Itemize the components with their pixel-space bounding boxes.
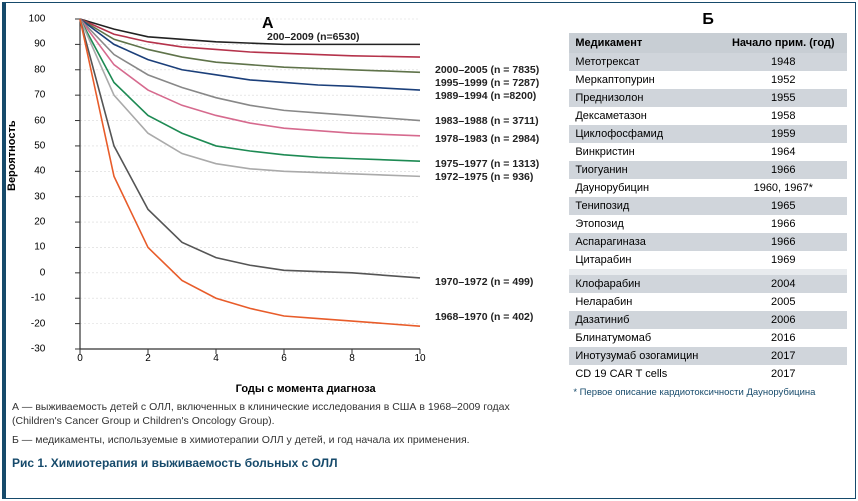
table-row: Винкристин1964 xyxy=(569,143,847,161)
description-a: А — выживаемость детей с ОЛЛ, включенных… xyxy=(12,401,559,428)
series-label: 1989–1994 (n =8200) xyxy=(435,90,536,102)
y-tick: 60 xyxy=(34,115,45,126)
table-row: Метотрексат1948 xyxy=(569,53,847,71)
table-header-drug: Медикамент xyxy=(569,33,719,53)
series-label: 1983–1988 (n = 3711) xyxy=(435,115,539,127)
table-row: Тиогуанин1966 xyxy=(569,161,847,179)
series-label: 1995–1999 (n = 7287) xyxy=(435,77,539,89)
x-tick: 6 xyxy=(281,353,287,364)
x-axis-label: Годы с момента диагноза xyxy=(52,383,559,395)
x-tick: 4 xyxy=(213,353,219,364)
y-tick: 30 xyxy=(34,191,45,202)
y-tick: 50 xyxy=(34,140,45,151)
y-tick: 100 xyxy=(29,14,46,25)
figure-container: А Вероятность -30-20-1001020304050607080… xyxy=(2,2,856,499)
y-tick: 10 xyxy=(34,242,45,253)
y-tick: -20 xyxy=(31,318,45,329)
table-row: Этопозид1966 xyxy=(569,215,847,233)
series-label: 1978–1983 (n = 2984) xyxy=(435,133,539,145)
x-tick: 2 xyxy=(145,353,151,364)
x-tick: 8 xyxy=(349,353,355,364)
panel-b-label: Б xyxy=(569,11,847,29)
x-tick: 10 xyxy=(414,353,425,364)
y-tick: 20 xyxy=(34,217,45,228)
table-row: Цитарабин1969 xyxy=(569,251,847,269)
figure-caption: Рис 1. Химиотерапия и выживаемость больн… xyxy=(12,456,559,470)
table-footnote: * Первое описание кардиотоксичности Даун… xyxy=(569,387,847,398)
series-label: 1970–1972 (n = 499) xyxy=(435,276,533,288)
table-row: Аспарагиназа1966 xyxy=(569,233,847,251)
table-row: Циклофосфамид1959 xyxy=(569,125,847,143)
table-row: Клофарабин2004 xyxy=(569,275,847,293)
table-row: Блинатумомаб2016 xyxy=(569,329,847,347)
table-row: Дексаметазон1958 xyxy=(569,107,847,125)
table-row: Неларабин2005 xyxy=(569,293,847,311)
description-b: Б — медикаменты, используемые в химиотер… xyxy=(12,434,559,448)
y-tick: -10 xyxy=(31,293,45,304)
table-row: Дазатиниб2006 xyxy=(569,311,847,329)
table-row: Меркаптопурин1952 xyxy=(569,71,847,89)
y-tick: 80 xyxy=(34,64,45,75)
series-label: 1975–1977 (n = 1313) xyxy=(435,158,539,170)
y-axis-label: Вероятность xyxy=(6,120,18,191)
series-label: 200–2009 (n=6530) xyxy=(267,31,360,43)
y-tick: 40 xyxy=(34,166,45,177)
y-tick: 70 xyxy=(34,90,45,101)
table-header-year: Начало прим. (год) xyxy=(720,33,848,53)
series-label: 1972–1975 (n = 936) xyxy=(435,171,533,183)
panel-a: А Вероятность -30-20-1001020304050607080… xyxy=(6,3,565,498)
table-row: Даунорубицин1960, 1967* xyxy=(569,179,847,197)
x-tick: 0 xyxy=(77,353,83,364)
table-row: CD 19 CAR T cells2017 xyxy=(569,365,847,383)
table-row: Тенипозид1965 xyxy=(569,197,847,215)
table-row: Преднизолон1955 xyxy=(569,89,847,107)
y-tick: 90 xyxy=(34,39,45,50)
chart-area: А Вероятность -30-20-1001020304050607080… xyxy=(12,11,559,381)
y-tick: -30 xyxy=(31,344,45,355)
medication-table: Медикамент Начало прим. (год) Метотрекса… xyxy=(569,33,847,383)
panel-b: Б Медикамент Начало прим. (год) Метотрек… xyxy=(565,3,855,498)
series-label: 1968–1970 (n = 402) xyxy=(435,311,533,323)
series-label: 2000–2005 (n = 7835) xyxy=(435,64,539,76)
y-tick: 0 xyxy=(40,267,46,278)
table-row: Инотузумаб озогамицин2017 xyxy=(569,347,847,365)
